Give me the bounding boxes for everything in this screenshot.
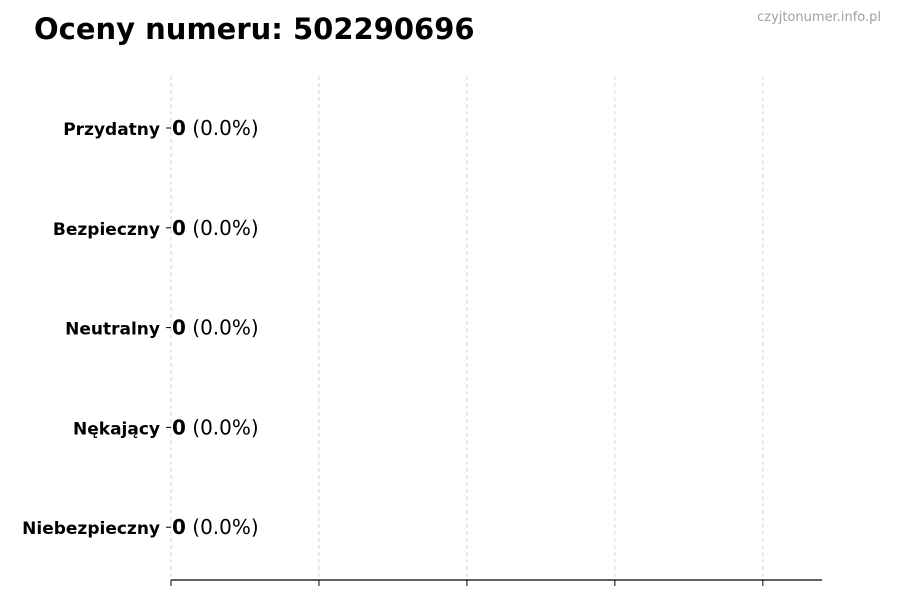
percent-value: (0.0%) — [186, 415, 259, 439]
category-label: Nękający — [73, 419, 160, 439]
percent-value: (0.0%) — [186, 515, 259, 539]
percent-value: (0.0%) — [186, 116, 259, 140]
category-label: Niebezpieczny — [22, 519, 160, 539]
percent-value: (0.0%) — [186, 216, 259, 240]
percent-value: (0.0%) — [186, 316, 259, 340]
watermark: czyjtonumer.info.pl — [757, 10, 881, 25]
data-label: 0 (0.0%) — [172, 316, 259, 340]
category-label: Neutralny — [65, 320, 160, 340]
data-label: 0 (0.0%) — [172, 415, 259, 439]
data-label: 0 (0.0%) — [172, 515, 259, 539]
data-label: 0 (0.0%) — [172, 216, 259, 240]
chart-title: Oceny numeru: 502290696 — [34, 12, 475, 46]
category-label: Bezpieczny — [53, 220, 160, 240]
count-value: 0 — [172, 515, 186, 539]
count-value: 0 — [172, 415, 186, 439]
count-value: 0 — [172, 316, 186, 340]
category-label: Przydatny — [63, 120, 160, 140]
count-value: 0 — [172, 116, 186, 140]
data-label: 0 (0.0%) — [172, 116, 259, 140]
count-value: 0 — [172, 216, 186, 240]
